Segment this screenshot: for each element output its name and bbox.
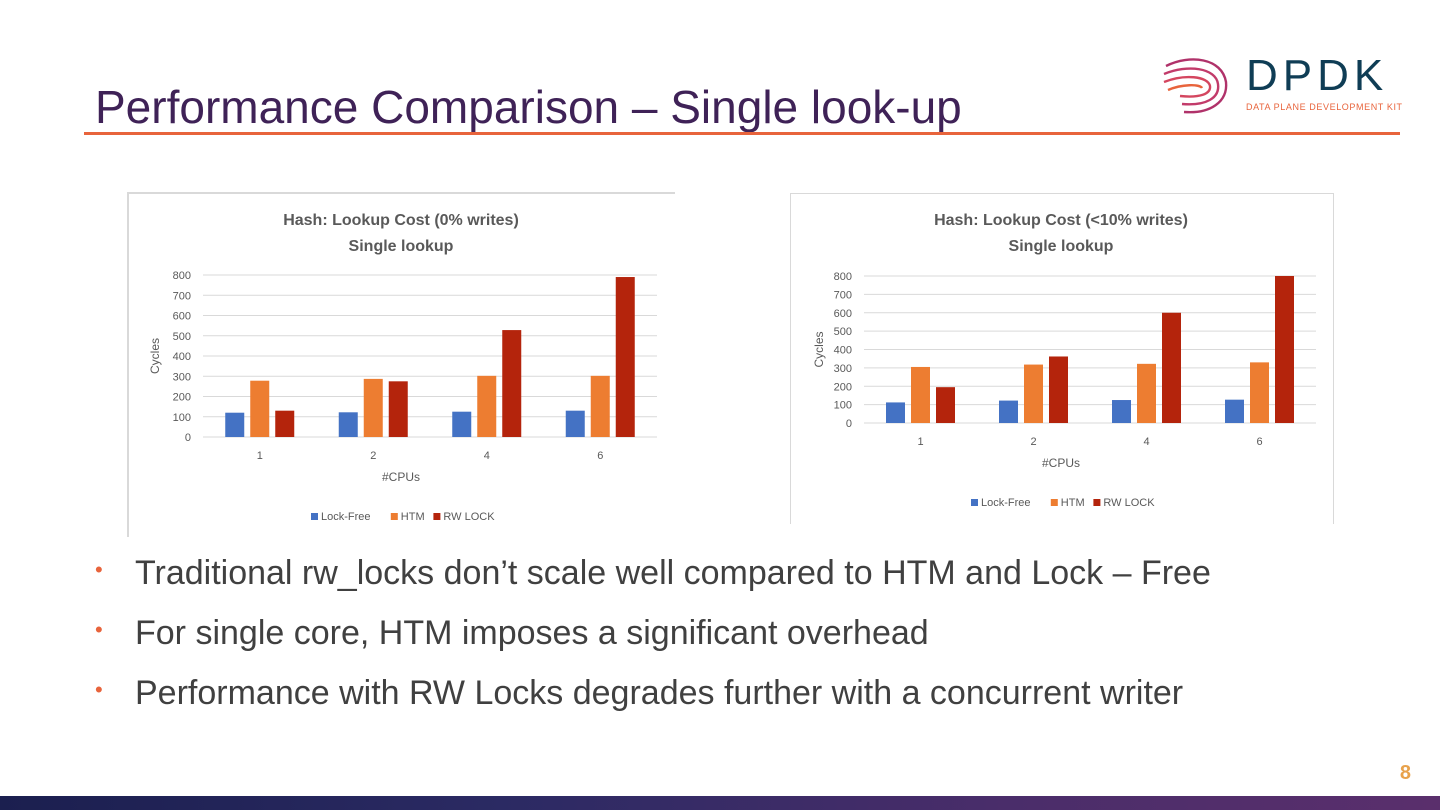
x-tick-label: 1 [917,436,923,448]
bar-rw-lock [615,277,635,437]
bullet-list: • Traditional rw_locks don’t scale well c… [95,550,1211,730]
legend-label: Lock-Free [321,511,371,523]
bar-htm [477,375,497,437]
bullet-item: • For single core, HTM imposes a signific… [95,610,1211,670]
y-tick-label: 300 [173,371,191,383]
y-tick-label: 200 [173,392,191,404]
bar-lock-free [1112,400,1131,423]
bar-lock-free [999,400,1018,423]
bullet-dot-icon: • [95,557,103,582]
bar-lock-free [1225,399,1244,423]
y-tick-label: 800 [173,270,191,282]
chart-left-svg: Hash: Lookup Cost (0% writes) Single look… [148,212,657,523]
bar-htm [250,380,270,437]
y-tick-label: 400 [834,345,852,357]
dpdk-logo: DPDK DATA PLANE DEVELOPMENT KIT [1160,52,1405,118]
bar-rw-lock [1049,356,1068,423]
bar-lock-free [565,410,585,437]
legend-label: HTM [1061,497,1085,509]
x-tick-label: 6 [1256,436,1262,448]
logo-tagline: DATA PLANE DEVELOPMENT KIT [1246,102,1403,112]
footer-band [0,796,1440,810]
y-tick-label: 200 [834,381,852,393]
x-axis-label: #CPUs [382,470,420,484]
x-tick-label: 6 [597,450,603,462]
bar-htm [1137,363,1156,423]
bullet-text: Traditional rw_locks don’t scale well co… [135,554,1211,592]
bar-lock-free [886,402,905,423]
legend-swatch [311,513,318,520]
legend-swatch [1093,499,1101,506]
bar-htm [1024,364,1043,423]
bar-lock-free [225,412,245,437]
y-tick-label: 100 [173,412,191,424]
bullet-item: • Performance with RW Locks degrades furt… [95,670,1211,730]
x-tick-label: 1 [257,450,263,462]
bar-rw-lock [1162,312,1181,423]
x-tick-label: 2 [370,450,376,462]
chart-title: Hash: Lookup Cost (0% writes) [283,212,519,229]
x-tick-label: 2 [1030,436,1036,448]
y-tick-label: 400 [173,351,191,363]
page-number: 8 [1399,762,1411,784]
x-tick-label: 4 [1143,436,1149,448]
slide-title: Performance Comparison – Single look-up [95,81,962,133]
chart-subtitle: Single lookup [349,238,454,255]
chart-lookup-cost-0pct-writes: Hash: Lookup Cost (0% writes) Single look… [127,192,675,537]
chart-lookup-cost-under-10pct-writes: Hash: Lookup Cost (<10% writes) Single lo… [790,193,1334,524]
bullet-dot-icon: • [95,617,103,642]
y-tick-label: 300 [834,363,852,375]
x-axis-label: #CPUs [1042,456,1080,470]
bar-htm [911,366,930,423]
chart-right-svg: Hash: Lookup Cost (<10% writes) Single lo… [812,212,1316,509]
y-tick-label: 500 [173,331,191,343]
legend-label: HTM [401,511,425,523]
y-tick-label: 0 [185,432,191,444]
bullet-item: • Traditional rw_locks don’t scale well c… [95,550,1211,610]
y-tick-label: 800 [834,271,852,283]
bar-rw-lock [1275,276,1294,423]
bar-rw-lock [275,410,295,437]
y-tick-label: 700 [173,290,191,302]
y-tick-label: 500 [834,326,852,338]
y-tick-label: 700 [834,289,852,301]
legend-swatch [971,499,978,506]
bullet-text: For single core, HTM imposes a significa… [135,614,929,652]
y-tick-label: 100 [834,400,852,412]
bar-htm [1250,362,1269,423]
bar-htm [363,378,383,437]
bar-htm [590,375,610,437]
chart-subtitle: Single lookup [1009,238,1114,255]
bar-lock-free [452,411,472,437]
logo-wordmark: DPDK [1246,51,1389,100]
bar-rw-lock [388,381,408,437]
y-tick-label: 600 [834,308,852,320]
legend-swatch [433,513,441,520]
bar-rw-lock [936,387,955,423]
y-axis-label: Cycles [812,331,826,367]
title-underline [84,132,1400,135]
y-axis-label: Cycles [148,338,162,374]
bar-lock-free [338,412,358,437]
dpdk-swirl-logo-icon [1163,58,1228,114]
legend-label: RW LOCK [443,511,495,523]
y-tick-label: 0 [846,418,852,430]
legend-swatch [390,513,398,520]
bullet-text: Performance with RW Locks degrades furth… [135,674,1184,712]
chart-title: Hash: Lookup Cost (<10% writes) [934,212,1188,229]
legend-label: Lock-Free [981,497,1031,509]
y-tick-label: 600 [173,311,191,323]
bar-rw-lock [502,330,522,437]
bullet-dot-icon: • [95,677,103,702]
x-tick-label: 4 [484,450,490,462]
legend-label: RW LOCK [1103,497,1155,509]
legend-swatch [1050,499,1058,506]
